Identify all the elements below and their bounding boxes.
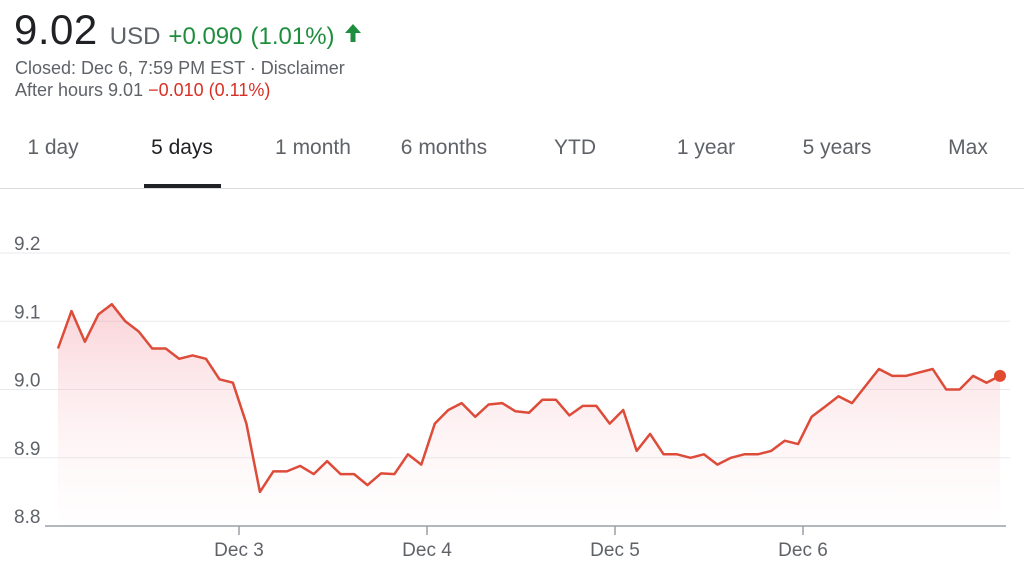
y-tick-label: 8.9 — [14, 439, 40, 460]
x-tick-label: Dec 5 — [590, 540, 640, 561]
price-change: +0.090 — [168, 23, 243, 50]
price-line — [56, 302, 1001, 494]
after-hours: After hours 9.01 −0.010 (0.11%) — [15, 80, 270, 101]
last-price-dot — [994, 369, 1006, 382]
currency-code: USD — [109, 23, 161, 50]
tab-1-year[interactable]: 1 year — [676, 136, 736, 159]
tab-5-days[interactable]: 5 days — [151, 136, 213, 159]
y-tick-label: 9.1 — [14, 302, 40, 323]
y-tick-label: 9.2 — [14, 234, 40, 255]
tab-ytd[interactable]: YTD — [554, 136, 596, 159]
price-series-line — [56, 302, 1001, 494]
after-hours-change: −0.010 (0.11%) — [148, 80, 271, 100]
tab-max[interactable]: Max — [948, 136, 988, 159]
price-area — [58, 304, 1000, 526]
tab-1-day[interactable]: 1 day — [27, 136, 79, 159]
last-price-marker — [994, 369, 1006, 382]
price-change-percent: (1.01%) — [250, 23, 335, 50]
price-area-fill — [58, 304, 1000, 526]
after-hours-price: After hours 9.01 — [15, 80, 144, 100]
active-tab-indicator — [144, 184, 221, 188]
x-axis: Dec 3 Dec 4 Dec 5 Dec 6 — [45, 525, 1006, 561]
x-tick-label: Dec 3 — [214, 540, 264, 561]
price-chart[interactable]: 9.2 9.1 9.0 8.9 8.8 Dec 3 Dec 4 Dec 5 Dec 6 — [0, 188, 1024, 568]
tab-5-years[interactable]: 5 years — [802, 136, 872, 159]
y-tick-label: 9.0 — [14, 371, 40, 392]
range-tabs: 1 day 5 days 1 month 6 months YTD 1 year… — [0, 122, 1024, 189]
market-status: Closed: Dec 6, 7:59 PM EST · Disclaimer — [15, 58, 345, 78]
price-row: 9.02 USD +0.090 (1.01%) — [14, 6, 363, 54]
x-tick-label: Dec 6 — [778, 540, 828, 561]
y-tick-label: 8.8 — [14, 507, 40, 528]
y-axis-ticks: 9.2 9.1 9.0 8.9 8.8 — [14, 234, 40, 528]
arrow-up-icon — [344, 24, 361, 42]
tab-1-month[interactable]: 1 month — [275, 136, 351, 159]
x-tick-label: Dec 4 — [402, 540, 452, 561]
tab-6-months[interactable]: 6 months — [400, 136, 488, 159]
stock-price: 9.02 — [14, 6, 98, 53]
